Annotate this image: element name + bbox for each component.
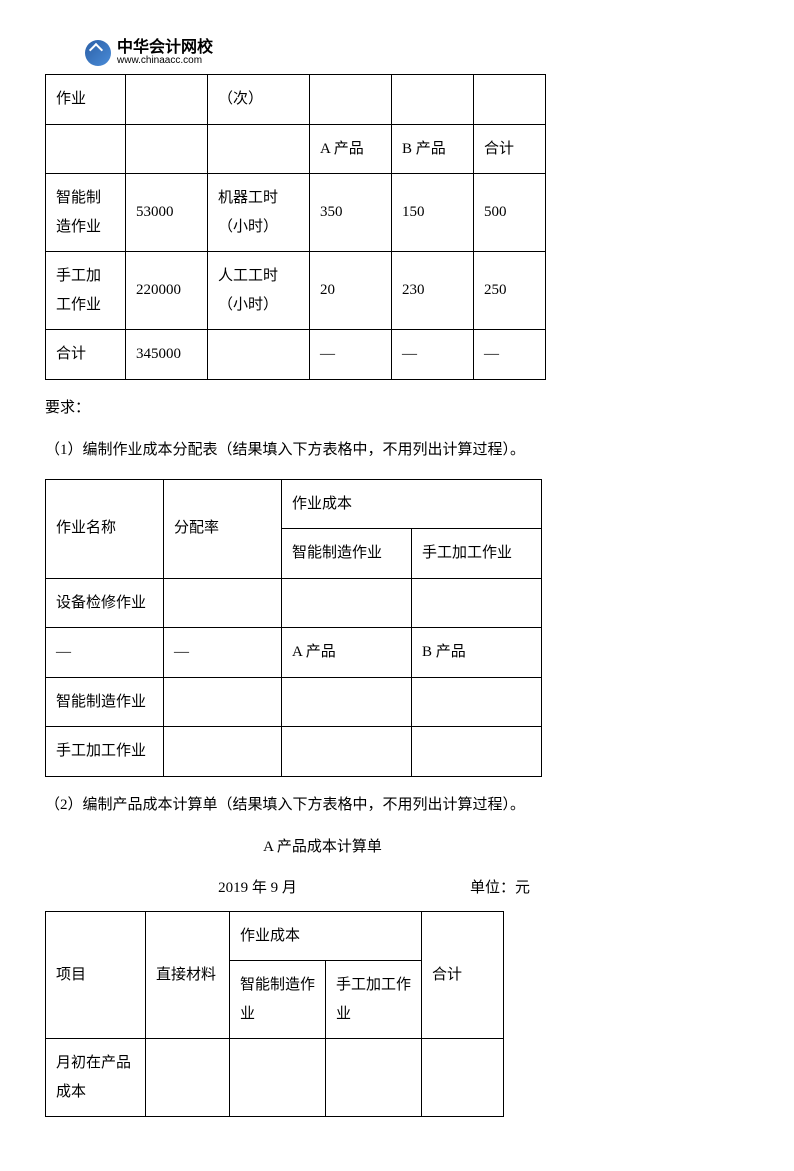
requirement-1: （1）编制作业成本分配表（结果填入下方表格中，不用列出计算过程）。 <box>45 436 749 465</box>
cell: 直接材料 <box>146 911 230 1039</box>
cell: 作业名称 <box>46 479 164 578</box>
cell: 项目 <box>46 911 146 1039</box>
cell: B 产品 <box>392 124 474 174</box>
table3-title: A 产品成本计算单 <box>45 833 600 862</box>
cell <box>412 677 542 727</box>
table3-date: 2019 年 9 月 <box>45 876 470 897</box>
cell: 53000 <box>126 174 208 252</box>
cost-allocation-table: 作业名称 分配率 作业成本 智能制造作业 手工加工作业 设备检修作业 — — A… <box>45 479 542 777</box>
table3-subheader: 2019 年 9 月 单位：元 <box>45 876 600 897</box>
cell: — <box>392 330 474 380</box>
table-row: 作业 （次） <box>46 75 546 125</box>
table-row: 智能制造作业 53000 机器工时（小时） 350 150 500 <box>46 174 546 252</box>
cell: 345000 <box>126 330 208 380</box>
table-row: 手工加工作业 220000 人工工时（小时） 20 230 250 <box>46 252 546 330</box>
product-cost-sheet: 项目 直接材料 作业成本 合计 智能制造作业 手工加工作业 月初在产品成本 <box>45 911 504 1118</box>
cell: 20 <box>310 252 392 330</box>
cell: 手工加工作业 <box>412 529 542 579</box>
cell: （次） <box>208 75 310 125</box>
cell <box>412 578 542 628</box>
cell <box>282 578 412 628</box>
brand-name-cn: 中华会计网校 <box>117 40 213 56</box>
table-row: A 产品 B 产品 合计 <box>46 124 546 174</box>
activity-data-table: 作业 （次） A 产品 B 产品 合计 智能制造作业 53000 机器工时（小时… <box>45 74 546 380</box>
cell <box>164 578 282 628</box>
cell: — <box>474 330 546 380</box>
requirement-2: （2）编制产品成本计算单（结果填入下方表格中，不用列出计算过程）。 <box>45 791 749 820</box>
table-row: — — A 产品 B 产品 <box>46 628 542 678</box>
cell <box>146 1039 230 1117</box>
cell <box>282 727 412 777</box>
cell <box>310 75 392 125</box>
cell: 手工加工作业 <box>326 961 422 1039</box>
cell <box>164 727 282 777</box>
cell: A 产品 <box>310 124 392 174</box>
table-row: 手工加工作业 <box>46 727 542 777</box>
cell: — <box>310 330 392 380</box>
cell <box>326 1039 422 1117</box>
cell <box>46 124 126 174</box>
cell: 智能制造作业 <box>46 677 164 727</box>
cell: A 产品 <box>282 628 412 678</box>
cell: 机器工时（小时） <box>208 174 310 252</box>
cell: 合计 <box>474 124 546 174</box>
cell <box>412 727 542 777</box>
table3-unit: 单位：元 <box>470 876 600 897</box>
cell: — <box>46 628 164 678</box>
cell: B 产品 <box>412 628 542 678</box>
cell: 合计 <box>422 911 504 1039</box>
brand-url: www.chinaacc.com <box>117 56 213 66</box>
brand-logo: 中华会计网校 www.chinaacc.com <box>85 40 749 66</box>
cell <box>126 124 208 174</box>
cell: 智能制造作业 <box>282 529 412 579</box>
requirements-label: 要求： <box>45 394 749 423</box>
cell: 作业 <box>46 75 126 125</box>
table-row: 项目 直接材料 作业成本 合计 <box>46 911 504 961</box>
table-row: 作业名称 分配率 作业成本 <box>46 479 542 529</box>
cell: 智能制造作业 <box>230 961 326 1039</box>
cell: 230 <box>392 252 474 330</box>
cell: 手工加工作业 <box>46 252 126 330</box>
cell <box>208 330 310 380</box>
cell: 智能制造作业 <box>46 174 126 252</box>
cell: 500 <box>474 174 546 252</box>
cell: 作业成本 <box>230 911 422 961</box>
cell <box>126 75 208 125</box>
table-row: 设备检修作业 <box>46 578 542 628</box>
cell: 设备检修作业 <box>46 578 164 628</box>
cell: 合计 <box>46 330 126 380</box>
cell: 150 <box>392 174 474 252</box>
cell: 人工工时（小时） <box>208 252 310 330</box>
cell: 220000 <box>126 252 208 330</box>
table-row: 智能制造作业 <box>46 677 542 727</box>
cell <box>164 677 282 727</box>
cell: 月初在产品成本 <box>46 1039 146 1117</box>
cell <box>474 75 546 125</box>
cell <box>282 677 412 727</box>
table-row: 合计 345000 — — — <box>46 330 546 380</box>
cell: 分配率 <box>164 479 282 578</box>
cell: — <box>164 628 282 678</box>
cell <box>208 124 310 174</box>
table-row: 月初在产品成本 <box>46 1039 504 1117</box>
cell: 350 <box>310 174 392 252</box>
cell: 作业成本 <box>282 479 542 529</box>
cell: 250 <box>474 252 546 330</box>
cell <box>422 1039 504 1117</box>
logo-icon <box>85 40 111 66</box>
cell <box>230 1039 326 1117</box>
cell: 手工加工作业 <box>46 727 164 777</box>
cell <box>392 75 474 125</box>
